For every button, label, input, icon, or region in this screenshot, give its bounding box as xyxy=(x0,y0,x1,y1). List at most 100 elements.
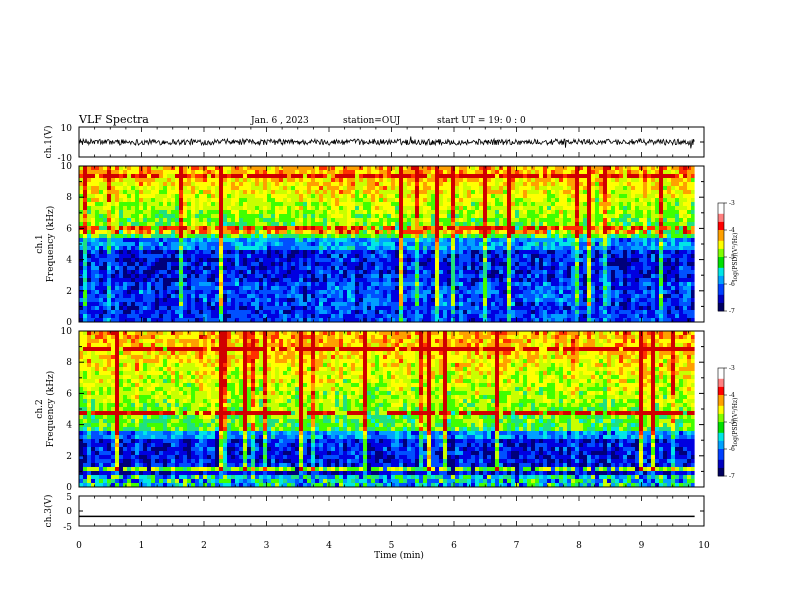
spectrogram-cell xyxy=(687,222,692,227)
spectrogram-cell xyxy=(571,246,576,251)
spectrogram-cell xyxy=(567,262,572,267)
spectrogram-cell xyxy=(343,226,348,231)
spectrogram-cell xyxy=(99,214,104,219)
spectrogram-cell xyxy=(435,270,440,275)
spectrogram-cell xyxy=(151,190,156,195)
spectrogram-cell xyxy=(475,230,480,235)
spectrogram-cell xyxy=(551,230,556,235)
spectrogram-cell xyxy=(507,286,512,291)
spectrogram-cell xyxy=(607,254,612,259)
spectrogram-cell xyxy=(415,282,420,287)
spectrogram-cell xyxy=(343,222,348,227)
spectrogram-cell xyxy=(103,286,108,291)
spectrogram-cell xyxy=(535,170,540,175)
spectrogram-cell xyxy=(487,274,492,279)
figure-title: VLF Spectra xyxy=(78,113,149,126)
spectrogram-cell xyxy=(371,218,376,223)
spectrogram-cell xyxy=(503,250,508,255)
spectrogram-cell xyxy=(687,198,692,203)
spectrogram-cell xyxy=(623,262,628,267)
spectrogram-cell xyxy=(547,262,552,267)
spectrogram-cell xyxy=(103,246,108,251)
spectrogram-cell xyxy=(371,214,376,219)
spectrogram-cell xyxy=(263,166,268,171)
spectrogram-cell xyxy=(603,274,608,279)
spectrogram-cell xyxy=(139,286,144,291)
spectrogram-cell xyxy=(279,178,284,183)
spectrogram-cell xyxy=(83,186,88,191)
spectrogram-cell xyxy=(247,290,252,295)
spectrogram-cell xyxy=(639,242,644,247)
spectrogram-cell xyxy=(299,250,304,255)
spectrogram-cell xyxy=(599,178,604,183)
spectrogram-cell xyxy=(391,234,396,239)
spectrogram-cell xyxy=(627,250,632,255)
spectrogram-cell xyxy=(267,234,272,239)
spectrogram-cell xyxy=(571,218,576,223)
spectrogram-cell xyxy=(547,214,552,219)
spectrogram-cell xyxy=(607,238,612,243)
spectrogram-cell xyxy=(519,202,524,207)
spectrogram-cell xyxy=(399,242,404,247)
spectrogram-cell xyxy=(183,186,188,191)
spectrogram-cell xyxy=(95,274,100,279)
spectrogram-cell xyxy=(671,238,676,243)
spectrogram-cell xyxy=(655,202,660,207)
spectrogram-cell xyxy=(143,258,148,263)
spectrogram-cell xyxy=(519,274,524,279)
spectrogram-cell xyxy=(139,238,144,243)
spectrogram-cell xyxy=(655,210,660,215)
spectrogram-cell xyxy=(83,222,88,227)
spectrogram-cell xyxy=(539,274,544,279)
spectrogram-cell xyxy=(471,198,476,203)
spectrogram-cell xyxy=(663,202,668,207)
spectrogram-cell xyxy=(575,194,580,199)
spectrogram-cell xyxy=(651,174,656,179)
spectrogram-cell xyxy=(583,234,588,239)
spectrogram-cell xyxy=(555,210,560,215)
spectrogram-cell xyxy=(391,226,396,231)
spectrogram-cell xyxy=(687,282,692,287)
spectrogram-cell xyxy=(543,278,548,283)
spectrogram-cell xyxy=(455,182,460,187)
spectrogram-cell xyxy=(435,290,440,295)
spectrogram-cell xyxy=(511,206,516,211)
spectrogram-cell xyxy=(415,170,420,175)
spectrogram-cell xyxy=(119,278,124,283)
spectrogram-cell xyxy=(259,174,264,179)
spectrogram-cell xyxy=(435,170,440,175)
spectrogram-cell xyxy=(179,262,184,267)
spectrogram-cell xyxy=(335,286,340,291)
spectrogram-cell xyxy=(259,274,264,279)
spectrogram-cell xyxy=(411,258,416,263)
spectrogram-cell xyxy=(79,190,84,195)
spectrogram-cell xyxy=(567,242,572,247)
spectrogram-cell xyxy=(615,258,620,263)
spectrogram-cell xyxy=(211,242,216,247)
spectrogram-cell xyxy=(395,230,400,235)
spectrogram-cell xyxy=(683,258,688,263)
spectrogram-cell xyxy=(415,198,420,203)
spectrogram-cell xyxy=(251,166,256,171)
spectrogram-cell xyxy=(579,230,584,235)
spectrogram-cell xyxy=(487,186,492,191)
spectrogram-cell xyxy=(295,242,300,247)
spectrogram-cell xyxy=(671,206,676,211)
spectrogram-cell xyxy=(107,182,112,187)
spectrogram-cell xyxy=(167,178,172,183)
spectrogram-cell xyxy=(355,238,360,243)
spectrogram-cell xyxy=(655,226,660,231)
spectrogram-cell xyxy=(551,166,556,171)
spectrogram-cell xyxy=(439,178,444,183)
spectrogram-cell xyxy=(127,274,132,279)
spectrogram-cell xyxy=(471,166,476,171)
spectrogram-cell xyxy=(247,254,252,259)
spectrogram-cell xyxy=(335,278,340,283)
spectrogram-cell xyxy=(407,186,412,191)
spectrogram-cell xyxy=(123,258,128,263)
spectrogram-cell xyxy=(243,266,248,271)
spectrogram-cell xyxy=(355,226,360,231)
spectrogram-cell xyxy=(235,202,240,207)
spectrogram-cell xyxy=(99,178,104,183)
spectrogram-cell xyxy=(395,190,400,195)
